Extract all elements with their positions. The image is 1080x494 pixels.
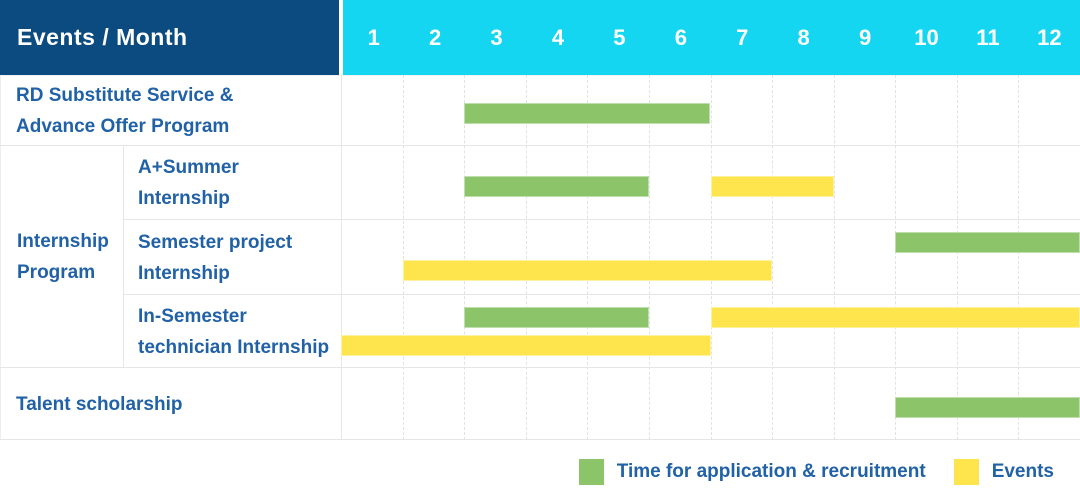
gantt-bar-events bbox=[341, 335, 711, 356]
gantt-bar-events bbox=[710, 175, 834, 197]
legend-label: Events bbox=[991, 461, 1054, 482]
month-gridline bbox=[710, 75, 712, 440]
legend-item-application: Time for application & recruitment bbox=[578, 459, 926, 485]
month-gridline bbox=[464, 75, 466, 440]
month-label: 9 bbox=[858, 24, 872, 50]
month-gridline bbox=[833, 75, 835, 440]
month-gridline bbox=[648, 75, 650, 440]
month-header: 1 2 3 4 5 6 7 8 9 10 11 12 bbox=[343, 0, 1080, 75]
month-gridline bbox=[525, 75, 527, 440]
group-sub-divider bbox=[123, 146, 124, 368]
gantt-bar-application bbox=[464, 307, 649, 328]
month-label: 1 bbox=[367, 24, 380, 50]
legend: Time for application & recruitment Events bbox=[578, 455, 1054, 489]
legend-swatch-application bbox=[578, 459, 604, 485]
table-left-border bbox=[0, 75, 1, 440]
label-grid-divider bbox=[341, 75, 342, 440]
month-label: 3 bbox=[490, 24, 503, 50]
month-gridline bbox=[1018, 75, 1020, 440]
group-label-internship-program: Internship Program bbox=[17, 231, 109, 283]
gantt-bar-application bbox=[895, 396, 1080, 418]
gantt-bar-application bbox=[464, 175, 649, 197]
gantt-bar-application bbox=[895, 232, 1080, 253]
row-label-rd-substitute: RD Substitute Service & Advance Offer Pr… bbox=[16, 84, 234, 137]
row-label-in-semester-technician-internship: In-Semester technician Internship bbox=[138, 305, 330, 358]
month-gridline bbox=[587, 75, 589, 440]
row-divider bbox=[0, 75, 1080, 76]
gantt-bar-events bbox=[710, 307, 1080, 328]
gantt-bar-events bbox=[402, 260, 773, 281]
row-divider bbox=[123, 219, 1080, 220]
month-label: 2 bbox=[429, 24, 442, 50]
month-label: 7 bbox=[736, 24, 749, 50]
month-gridline bbox=[956, 75, 958, 440]
legend-swatch-events bbox=[953, 459, 979, 485]
legend-label: Time for application & recruitment bbox=[616, 461, 926, 482]
row-label-semester-project-internship: Semester project Internship bbox=[138, 231, 293, 284]
row-label-a-summer-internship: A+Summer Internship bbox=[138, 157, 239, 209]
row-label-talent-scholarship: Talent scholarship bbox=[16, 393, 183, 415]
row-divider bbox=[123, 294, 1080, 295]
gantt-bar-application bbox=[464, 103, 711, 124]
month-gridline bbox=[772, 75, 774, 440]
month-label: 11 bbox=[976, 24, 1000, 50]
month-label: 6 bbox=[674, 24, 687, 50]
month-label: 8 bbox=[797, 24, 810, 50]
header-title-cell: Events / Month bbox=[0, 0, 339, 75]
month-label: 10 bbox=[914, 24, 939, 50]
page-title: Events / Month bbox=[17, 24, 188, 50]
legend-item-events: Events bbox=[953, 459, 1054, 485]
month-label: 12 bbox=[1037, 24, 1062, 50]
month-label: 4 bbox=[551, 24, 565, 50]
table-bottom-border bbox=[0, 439, 1080, 440]
month-gridline bbox=[402, 75, 404, 440]
month-gridline bbox=[895, 75, 897, 440]
row-divider bbox=[0, 367, 1080, 368]
month-label: 5 bbox=[613, 24, 626, 50]
row-divider bbox=[0, 145, 1080, 146]
